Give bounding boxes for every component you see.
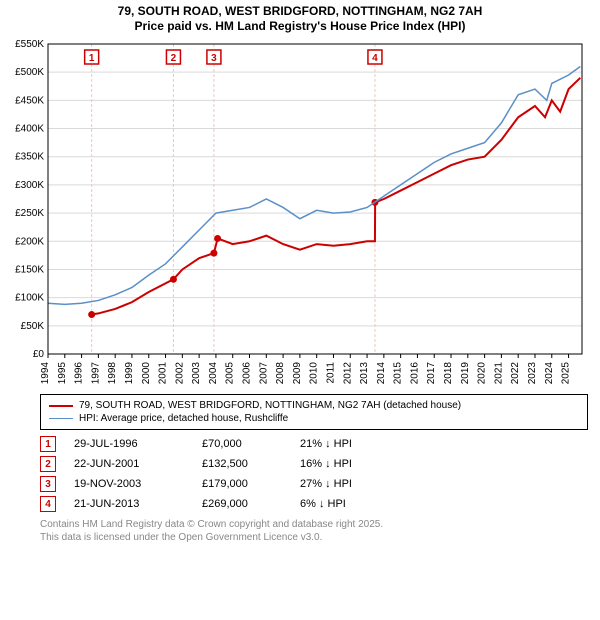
sale-delta: 6% ↓ HPI [300, 498, 390, 510]
title-line-2: Price paid vs. HM Land Registry's House … [0, 19, 600, 34]
svg-text:£550K: £550K [15, 39, 44, 50]
sale-marker: 1 [40, 436, 56, 452]
sale-marker: 3 [40, 476, 56, 492]
svg-text:1999: 1999 [124, 362, 135, 385]
sale-price: £179,000 [202, 478, 282, 490]
svg-text:£300K: £300K [15, 180, 44, 191]
svg-text:2025: 2025 [561, 362, 572, 385]
sales-table: 1 29-JUL-1996 £70,000 21% ↓ HPI 2 22-JUN-2001… [40, 436, 588, 512]
svg-text:2016: 2016 [409, 362, 420, 385]
svg-text:£200K: £200K [15, 236, 44, 247]
title-block: 79, SOUTH ROAD, WEST BRIDGFORD, NOTTINGH… [0, 0, 600, 34]
sale-row: 1 29-JUL-1996 £70,000 21% ↓ HPI [40, 436, 588, 452]
chart-area: £0 £50K £100K £150K £200K £250K £300K £350K £400… [8, 38, 592, 388]
svg-text:£50K: £50K [21, 321, 45, 332]
svg-text:2000: 2000 [141, 362, 152, 385]
sale-delta: 16% ↓ HPI [300, 458, 390, 470]
svg-text:1997: 1997 [90, 362, 101, 385]
svg-text:1: 1 [89, 53, 95, 64]
legend: 79, SOUTH ROAD, WEST BRIDGFORD, NOTTINGH… [40, 394, 588, 430]
legend-row: 79, SOUTH ROAD, WEST BRIDGFORD, NOTTINGH… [49, 399, 579, 412]
svg-text:2012: 2012 [342, 362, 353, 385]
chart-container: 79, SOUTH ROAD, WEST BRIDGFORD, NOTTINGH… [0, 0, 600, 620]
svg-text:2015: 2015 [393, 362, 404, 385]
sale-date: 19-NOV-2003 [74, 478, 184, 490]
svg-text:2010: 2010 [309, 362, 320, 385]
chart-svg: £0 £50K £100K £150K £200K £250K £300K £350K £400… [8, 38, 588, 388]
svg-text:2008: 2008 [275, 362, 286, 385]
svg-text:2017: 2017 [426, 362, 437, 385]
sale-row: 4 21-JUN-2013 £269,000 6% ↓ HPI [40, 496, 588, 512]
svg-text:2007: 2007 [258, 362, 269, 385]
title-line-1: 79, SOUTH ROAD, WEST BRIDGFORD, NOTTINGH… [0, 4, 600, 19]
svg-text:£250K: £250K [15, 208, 44, 219]
svg-text:£100K: £100K [15, 293, 44, 304]
sale-delta: 27% ↓ HPI [300, 478, 390, 490]
svg-text:2: 2 [171, 53, 177, 64]
svg-text:£350K: £350K [15, 152, 44, 163]
svg-text:2024: 2024 [544, 362, 555, 385]
svg-text:£400K: £400K [15, 124, 44, 135]
sale-price: £269,000 [202, 498, 282, 510]
svg-text:2004: 2004 [208, 362, 219, 385]
svg-text:2018: 2018 [443, 362, 454, 385]
sale-row: 2 22-JUN-2001 £132,500 16% ↓ HPI [40, 456, 588, 472]
sale-price: £70,000 [202, 438, 282, 450]
svg-text:2011: 2011 [325, 362, 336, 384]
svg-text:2002: 2002 [174, 362, 185, 385]
svg-text:1998: 1998 [107, 362, 118, 385]
svg-text:2021: 2021 [493, 362, 504, 385]
legend-swatch [49, 418, 73, 419]
svg-text:1996: 1996 [74, 362, 85, 385]
svg-text:2023: 2023 [527, 362, 538, 385]
legend-label: 79, SOUTH ROAD, WEST BRIDGFORD, NOTTINGH… [79, 399, 461, 412]
footer-attribution: Contains HM Land Registry data © Crown c… [40, 518, 588, 544]
svg-text:2014: 2014 [376, 362, 387, 385]
sale-date: 22-JUN-2001 [74, 458, 184, 470]
footer-line-1: Contains HM Land Registry data © Crown c… [40, 518, 588, 531]
svg-text:2020: 2020 [477, 362, 488, 385]
svg-text:2022: 2022 [510, 362, 521, 385]
footer-line-2: This data is licensed under the Open Gov… [40, 531, 588, 544]
sale-date: 29-JUL-1996 [74, 438, 184, 450]
svg-text:£450K: £450K [15, 95, 44, 106]
svg-text:2003: 2003 [191, 362, 202, 385]
svg-text:2009: 2009 [292, 362, 303, 385]
svg-text:£150K: £150K [15, 264, 44, 275]
svg-text:2013: 2013 [359, 362, 370, 385]
svg-text:2005: 2005 [225, 362, 236, 385]
legend-swatch [49, 405, 73, 407]
sale-price: £132,500 [202, 458, 282, 470]
svg-text:£0: £0 [33, 349, 45, 360]
svg-text:3: 3 [211, 53, 217, 64]
svg-text:2006: 2006 [242, 362, 253, 385]
svg-text:2001: 2001 [158, 362, 169, 385]
sale-delta: 21% ↓ HPI [300, 438, 390, 450]
svg-text:2019: 2019 [460, 362, 471, 385]
sale-marker: 4 [40, 496, 56, 512]
sale-row: 3 19-NOV-2003 £179,000 27% ↓ HPI [40, 476, 588, 492]
legend-row: HPI: Average price, detached house, Rush… [49, 412, 579, 425]
svg-text:£500K: £500K [15, 67, 44, 78]
sale-date: 21-JUN-2013 [74, 498, 184, 510]
svg-text:1994: 1994 [40, 362, 51, 385]
legend-label: HPI: Average price, detached house, Rush… [79, 412, 288, 425]
sale-marker: 2 [40, 456, 56, 472]
svg-text:4: 4 [372, 53, 378, 64]
svg-text:1995: 1995 [57, 362, 68, 385]
